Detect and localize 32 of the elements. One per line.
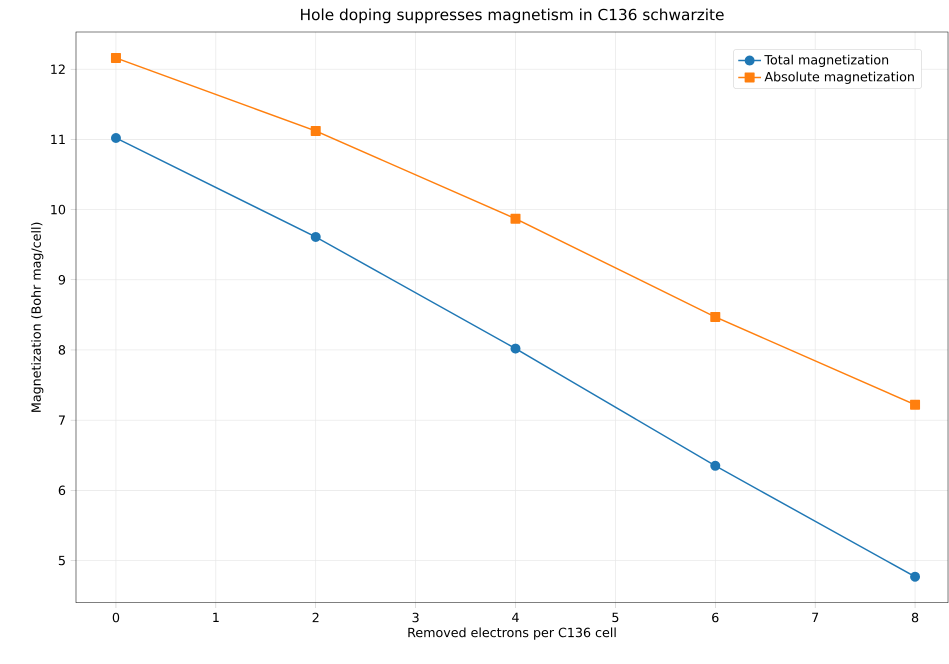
y-tick-label: 8 xyxy=(58,345,66,355)
point xyxy=(510,214,521,224)
point xyxy=(710,460,720,471)
x-tick-label: 0 xyxy=(112,612,120,622)
x-tick-label: 4 xyxy=(512,612,519,622)
point xyxy=(310,232,321,242)
point xyxy=(710,312,720,322)
y-tick-label: 11 xyxy=(51,134,65,144)
y-tick-label: 10 xyxy=(51,204,66,214)
x-tick-label: 1 xyxy=(213,612,219,622)
y-tick-label: 6 xyxy=(58,486,66,496)
point xyxy=(510,344,521,354)
x-tick-label: 5 xyxy=(612,612,618,622)
y-tick-label: 7 xyxy=(58,416,65,425)
point xyxy=(910,400,920,410)
y-tick-label: 12 xyxy=(51,64,65,74)
legend-label: Absolute magnetization xyxy=(764,72,914,84)
x-tick-label: 2 xyxy=(312,612,318,622)
legend-label: Total magnetization xyxy=(764,54,888,67)
point xyxy=(310,126,321,136)
x-axis-title: Removed electrons per C136 cell xyxy=(408,627,616,640)
y-tick-label: 9 xyxy=(58,274,66,285)
chart-title: Hole doping suppresses magnetism in C136 schwarzite xyxy=(301,8,724,24)
x-tick-label: 7 xyxy=(812,612,818,622)
x-tick-label: 3 xyxy=(412,612,419,622)
y-tick-label: 5 xyxy=(58,556,65,566)
x-tick-label: 6 xyxy=(712,612,719,622)
x-tick-label: 8 xyxy=(912,612,918,622)
y-axis-title: Magnetization (Bohr mag/cell) xyxy=(31,222,44,412)
point xyxy=(110,132,121,143)
point xyxy=(110,52,121,63)
point xyxy=(910,572,920,582)
